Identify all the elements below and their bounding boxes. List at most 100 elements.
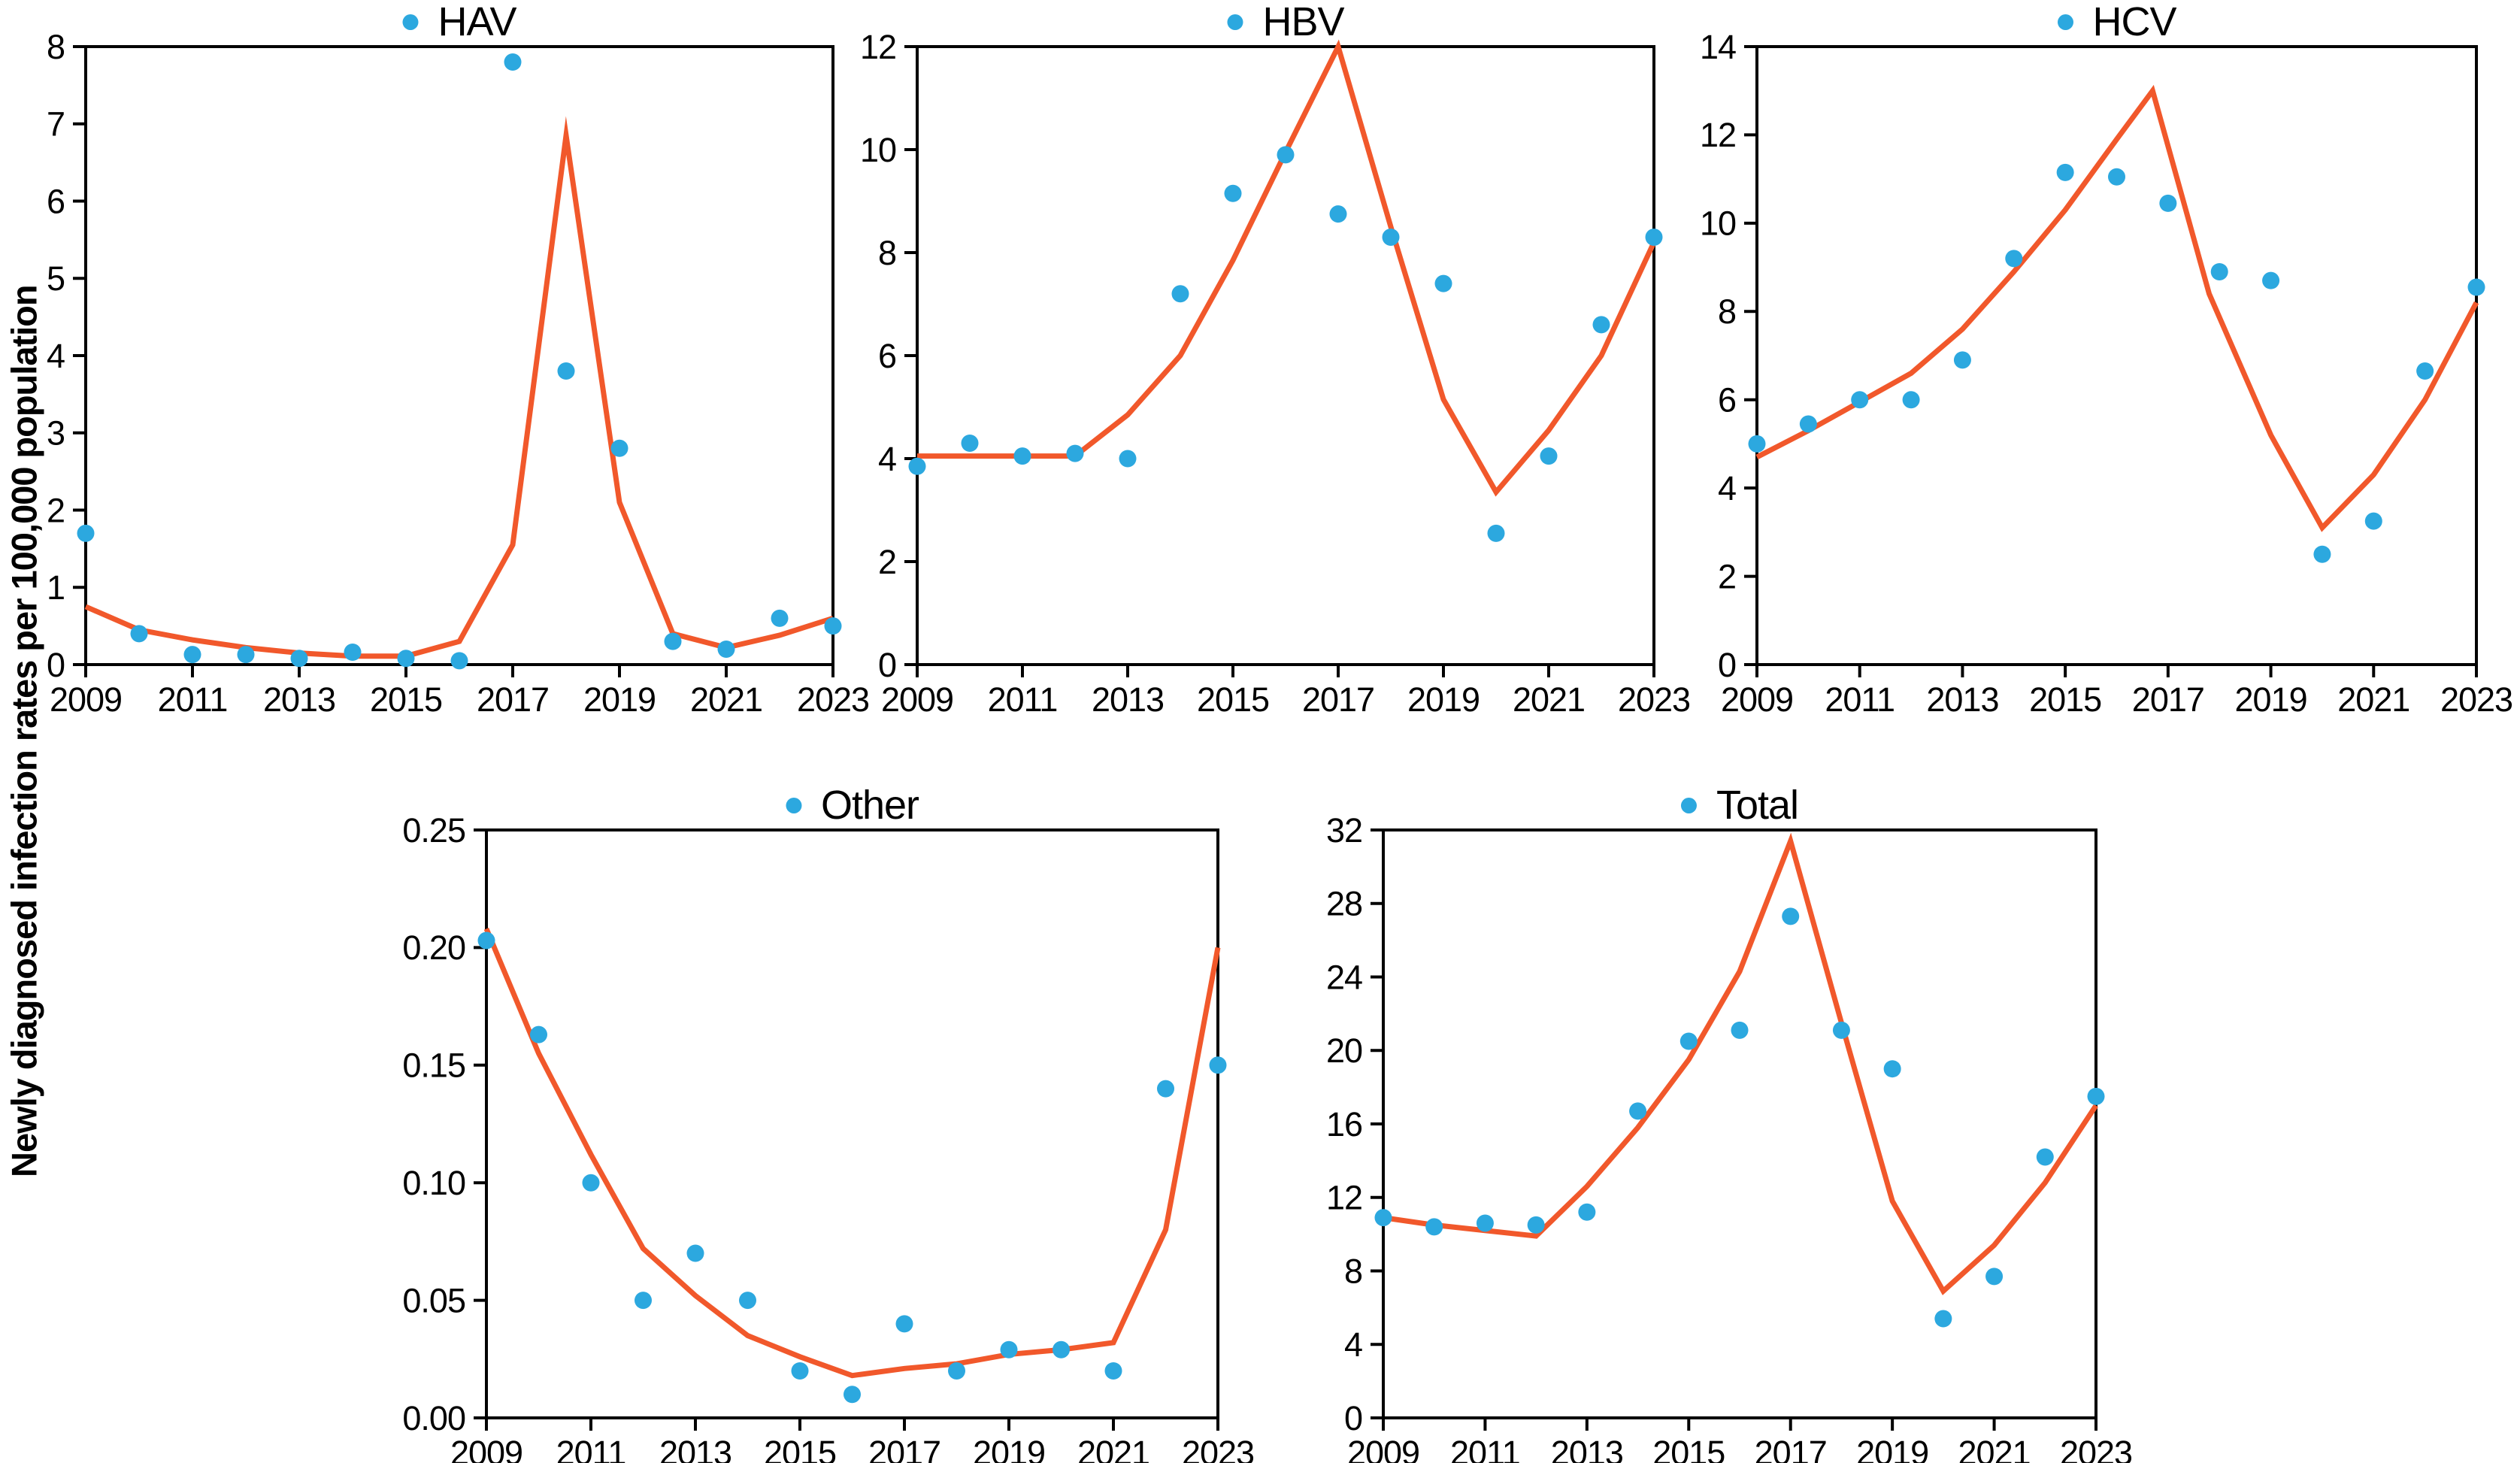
data-point — [610, 439, 628, 457]
legend-dot-icon — [1227, 14, 1243, 30]
x-tick-label: 2009 — [50, 680, 122, 719]
x-tick-label: 2009 — [881, 680, 953, 719]
y-tick-label: 14 — [1700, 28, 1736, 66]
data-point — [1578, 1203, 1596, 1221]
x-tick-label: 2023 — [797, 680, 869, 719]
legend-label: HBV — [1262, 0, 1344, 44]
data-point — [1527, 1216, 1545, 1234]
data-point — [1171, 285, 1189, 303]
y-tick-label: 8 — [1718, 292, 1736, 331]
y-tick-label: 0 — [1718, 646, 1736, 684]
legend-label: HAV — [438, 0, 516, 44]
data-point — [961, 434, 979, 452]
data-point — [1645, 228, 1663, 246]
y-tick-label: 0.05 — [402, 1281, 465, 1319]
data-point — [1679, 1032, 1698, 1050]
y-tick-label: 12 — [1326, 1179, 1362, 1217]
y-tick-label: 10 — [1700, 204, 1736, 243]
x-tick-label: 2023 — [2060, 1434, 2132, 1463]
x-tick-label: 2023 — [1182, 1434, 1254, 1463]
data-point — [1540, 447, 1558, 465]
x-tick-label: 2011 — [158, 680, 228, 719]
data-point — [1953, 351, 1971, 369]
y-tick-label: 7 — [47, 105, 65, 144]
data-point — [948, 1362, 965, 1380]
x-tick-label: 2019 — [973, 1434, 1045, 1463]
data-point — [1799, 415, 1817, 433]
x-tick-label: 2015 — [2029, 680, 2101, 719]
y-tick-label: 0.10 — [402, 1164, 465, 1202]
data-point — [1157, 1080, 1174, 1098]
y-tick-label: 0.15 — [402, 1047, 465, 1085]
data-point — [1832, 1021, 1850, 1039]
data-point — [504, 53, 522, 71]
y-tick-label: 2 — [1718, 557, 1736, 595]
data-point — [397, 650, 415, 668]
y-tick-label: 24 — [1326, 958, 1362, 996]
data-point — [1629, 1102, 1647, 1120]
data-point — [2159, 194, 2177, 212]
x-tick-label: 2015 — [764, 1434, 836, 1463]
data-point — [77, 524, 95, 542]
x-tick-label: 2019 — [583, 680, 656, 719]
y-tick-label: 0 — [878, 646, 896, 684]
legend-dot-icon — [402, 14, 419, 30]
data-point — [1209, 1056, 1227, 1074]
data-point — [791, 1362, 809, 1380]
data-point — [824, 617, 842, 635]
y-tick-label: 6 — [878, 337, 896, 375]
legend-label: HCV — [2092, 0, 2176, 44]
y-tick-label: 8 — [878, 234, 896, 272]
y-tick-label: 0 — [47, 646, 65, 684]
data-point — [557, 362, 575, 380]
data-point — [844, 1386, 861, 1404]
data-point — [1013, 447, 1031, 465]
data-point — [664, 632, 682, 650]
data-point — [183, 646, 201, 664]
data-point — [1934, 1310, 1952, 1328]
data-point — [2262, 271, 2280, 289]
x-tick-label: 2023 — [1618, 680, 1690, 719]
data-point — [686, 1244, 704, 1262]
x-tick-label: 2019 — [2235, 680, 2307, 719]
data-point — [1224, 184, 1242, 202]
data-point — [130, 625, 148, 643]
y-tick-label: 4 — [47, 337, 65, 375]
x-tick-label: 2015 — [1197, 680, 1269, 719]
x-tick-label: 2015 — [1652, 1434, 1725, 1463]
chart-total: 2009 2011 2013 2015 2017 2019 2021 2023 0 4 8 12 16 2… — [1326, 811, 2133, 1463]
data-point — [530, 1025, 547, 1043]
data-point — [344, 644, 362, 662]
x-tick-label: 2017 — [477, 680, 549, 719]
data-point — [2108, 168, 2125, 186]
data-point — [2210, 262, 2228, 280]
x-tick-label: 2017 — [868, 1434, 940, 1463]
data-point — [1902, 391, 1920, 409]
data-point — [1104, 1362, 1122, 1380]
data-point — [908, 457, 926, 475]
y-tick-label: 2 — [47, 491, 65, 529]
data-point — [2005, 250, 2023, 268]
data-point — [1883, 1060, 1901, 1078]
chart-other: 2009 2011 2013 2015 2017 2019 2021 2023 0.00 0.05… — [402, 811, 1255, 1463]
x-tick-label: 2009 — [1347, 1434, 1419, 1463]
y-tick-label: 3 — [47, 414, 65, 453]
data-point — [1731, 1021, 1749, 1039]
x-tick-label: 2011 — [1825, 680, 1895, 719]
y-tick-label: 6 — [47, 182, 65, 220]
data-point — [1382, 228, 1400, 246]
y-tick-label: 12 — [860, 28, 896, 66]
chart-hcv: 2009 2011 2013 2015 2017 2019 2021 2023 0 2 4 6 8 10 1… — [1700, 28, 2513, 719]
y-tick-label: 32 — [1326, 811, 1362, 850]
plot-frame — [916, 45, 1655, 666]
data-point — [1487, 524, 1505, 542]
y-tick-label: 2 — [878, 543, 896, 581]
legend-other: Other — [785, 785, 919, 825]
x-tick-label: 2021 — [1513, 680, 1585, 719]
chart-hav: 2009 2011 2013 2015 2017 2019 2021 2023 0 1 2 3 4 5 6 7… — [47, 28, 870, 719]
y-tick-label: 0.20 — [402, 928, 465, 967]
data-point — [1374, 1209, 1392, 1227]
x-tick-label: 2021 — [2337, 680, 2409, 719]
